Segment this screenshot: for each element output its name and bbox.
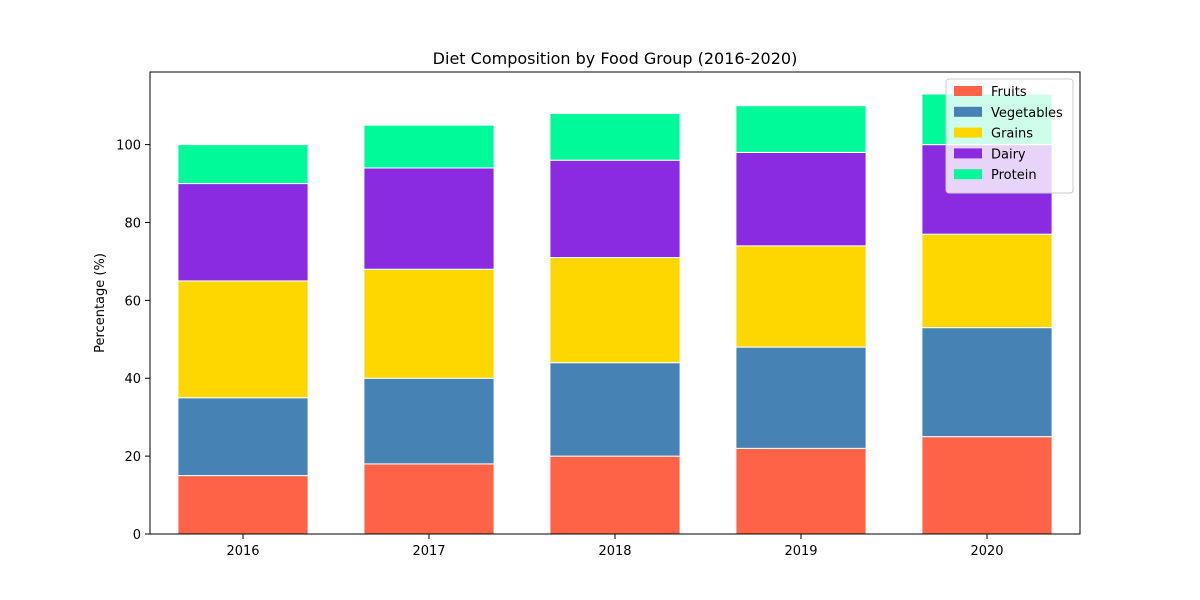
bar-dairy-2017 [363,167,495,270]
bar-fruits-2017 [363,463,495,535]
legend-swatch-protein [954,169,982,180]
bar-fruits-2018 [549,455,681,535]
legend-label-dairy: Dairy [991,147,1026,162]
legend-swatch-dairy [954,148,982,159]
bar-fruits-2020 [921,436,1053,535]
bar-grains-2016 [177,280,309,399]
bars-layer [177,93,1053,535]
axes-layer: 0 20 40 60 80 100 2016 2017 2018 2019 2020 [116,71,1081,559]
bar-grains-2020 [921,233,1053,329]
bar-grains-2017 [363,268,495,379]
x-tick-label: 2019 [784,544,817,559]
bar-vegetables-2017 [363,377,495,465]
bar-protein-2018 [549,112,681,161]
bar-vegetables-2018 [549,362,681,457]
legend-swatch-vegetables [954,106,982,117]
bar-grains-2019 [735,245,867,348]
y-tick-label: 100 [116,139,141,154]
bar-vegetables-2019 [735,346,867,449]
x-tick-label: 2018 [598,544,631,559]
y-tick-label: 80 [124,216,141,231]
legend-label-protein: Protein [991,168,1037,183]
legend: Fruits Vegetables Grains Dairy Protein [945,78,1074,194]
bar-dairy-2016 [177,183,309,282]
legend-swatch-fruits [954,86,982,96]
y-axis-label: Percentage (%) [93,253,108,353]
bar-protein-2016 [177,144,309,185]
bar-fruits-2016 [177,475,309,535]
x-tick-label: 2017 [412,544,445,559]
bar-fruits-2019 [735,447,867,535]
bar-dairy-2019 [735,151,867,247]
bar-vegetables-2020 [921,327,1053,438]
chart-title: Diet Composition by Food Group (2016-202… [433,49,798,68]
y-tick-label: 20 [124,450,141,465]
bar-dairy-2018 [549,159,681,259]
y-tick-label: 60 [124,294,141,309]
bar-vegetables-2016 [177,397,309,477]
bar-protein-2019 [735,105,867,153]
x-tick-label: 2020 [970,544,1003,559]
legend-label-grains: Grains [991,127,1033,142]
bar-grains-2018 [549,257,681,364]
legend-label-vegetables: Vegetables [991,106,1063,121]
y-tick-label: 40 [124,372,141,387]
x-tick-label: 2016 [226,544,259,559]
legend-swatch-grains [954,127,982,138]
y-tick-label: 0 [133,528,141,543]
legend-label-fruits: Fruits [991,85,1027,100]
bar-protein-2017 [363,124,495,169]
